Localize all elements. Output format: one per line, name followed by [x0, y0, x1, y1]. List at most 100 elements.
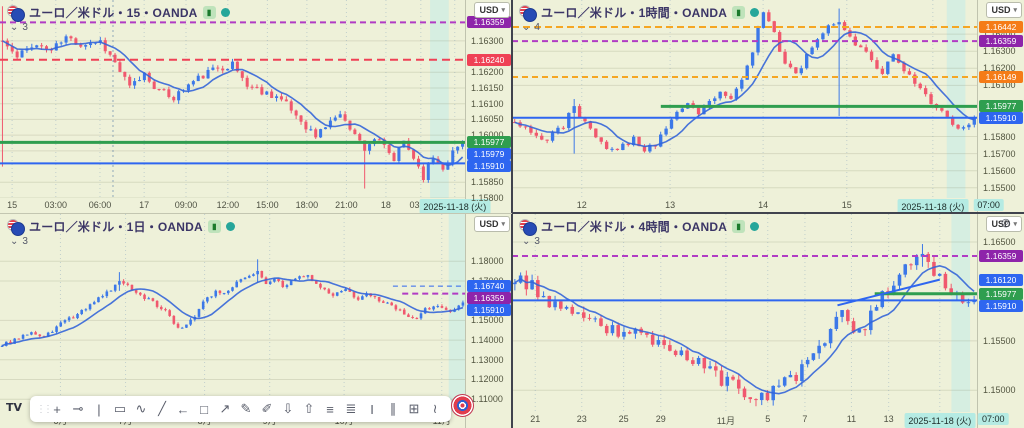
indicator-toggle[interactable]: ⌄ 4: [522, 22, 540, 33]
eurusd-pair-icon: [7, 5, 25, 22]
arrow-left-icon[interactable]: ←: [176, 401, 190, 417]
currency-toggle-button[interactable]: USD ▾: [986, 216, 1022, 232]
time-label: 09:00: [174, 200, 198, 210]
current-date-badge: 07:00: [973, 199, 1004, 211]
price-badge: 1.15910: [467, 304, 511, 317]
price-axis[interactable]: USD ▾ 1.16300 1.16200 1.16150 1.16100 1.1605…: [465, 0, 512, 214]
arrow-up-icon[interactable]: ⇧: [303, 401, 315, 416]
price-badge: 1.16120: [979, 273, 1023, 286]
currency-toggle-button[interactable]: USD ▾: [474, 216, 510, 232]
price-tick-label: 1.16000: [471, 130, 504, 141]
chart-legend[interactable]: ユーロ／米ドル・1時間・OANDA ▮: [519, 4, 760, 22]
chart-title[interactable]: ユーロ／米ドル・4時間・OANDA: [541, 220, 728, 234]
drawing-toolbar[interactable]: ⋮⋮ + ⊸ | ▭ ∿ ╱ ← □ ↗ ✎ ✐ ⇩ ⇧ ≡ ≣ I ∥ ⊞ ≀: [30, 396, 451, 422]
pencil-icon[interactable]: ✎: [240, 401, 252, 416]
candlestick-canvas[interactable]: [512, 0, 977, 198]
indicator-toggle[interactable]: ⌄ 3: [10, 236, 28, 247]
arrow-down-icon[interactable]: ⇩: [282, 401, 294, 416]
chart-plot-area[interactable]: [512, 0, 977, 198]
fib-grid-icon[interactable]: ⊞: [408, 401, 420, 416]
price-badge: 1.15910: [979, 112, 1023, 125]
chart-pane-eurusd-15m: ユーロ／米ドル・15・OANDA ▮ ⌄ 3 USD ▾ 1.16300 1.16…: [0, 0, 512, 214]
price-axis[interactable]: USD ▾ 1.16400 1.16300 1.16200 1.16100 1.1580…: [977, 0, 1024, 214]
status-dot-icon[interactable]: [220, 8, 230, 17]
currency-toggle-button[interactable]: USD ▾: [474, 2, 510, 18]
text-tool-icon[interactable]: I: [370, 401, 374, 417]
dot-line-icon[interactable]: ⊸: [72, 401, 84, 416]
trendline-icon[interactable]: ╱: [158, 401, 166, 416]
indicator-count: 3: [22, 22, 28, 33]
time-label: 21:00: [335, 200, 358, 210]
currency-toggle-button[interactable]: USD ▾: [986, 2, 1022, 18]
green-status-icon[interactable]: ▮: [207, 220, 221, 233]
time-label: 15: [7, 200, 18, 210]
vertical-line-icon[interactable]: |: [97, 401, 101, 417]
time-axis[interactable]: 15 03:00 06:00 17 09:00 12:00 15:00 18:00 21:00 1…: [0, 198, 491, 214]
price-tick-label: 1.15800: [471, 193, 504, 203]
currency-label: USD: [991, 5, 1011, 15]
price-badge: 1.16359: [979, 35, 1023, 48]
time-label: 13: [665, 200, 676, 210]
indicator-count: 3: [22, 236, 28, 247]
rectangle-icon[interactable]: □: [200, 401, 208, 417]
caret-down-icon: ▾: [501, 7, 505, 14]
price-badge: 1.15977: [979, 287, 1023, 300]
eurusd-pair-icon: [519, 219, 537, 236]
colorful-cursor-icon[interactable]: [451, 394, 474, 417]
price-tick-label: 1.15000: [471, 315, 504, 326]
chart-title[interactable]: ユーロ／米ドル・1時間・OANDA: [541, 6, 728, 20]
price-tick-label: 1.16300: [983, 46, 1016, 57]
indicator-toggle[interactable]: ⌄ 3: [522, 236, 540, 247]
time-label: 18:00: [295, 200, 319, 210]
polyline-icon[interactable]: ∿: [135, 401, 147, 416]
chart-pane-eurusd-1d: ユーロ／米ドル・1日・OANDA ▮ ⌄ 3 USD ▾ 1.180001.17…: [0, 214, 512, 428]
price-tick-label: 1.16400: [983, 29, 1016, 40]
green-status-icon[interactable]: ▮: [202, 6, 216, 19]
pane-divider-horizontal-left[interactable]: [0, 213, 512, 214]
crosshair-icon[interactable]: +: [53, 401, 61, 417]
status-dot-icon[interactable]: [750, 222, 760, 231]
toolbar-drag-handle[interactable]: ⋮⋮: [36, 403, 53, 415]
time-label: 03:00: [44, 200, 68, 210]
time-label: 11月: [716, 416, 736, 426]
channel-icon[interactable]: ∥: [389, 401, 397, 416]
candlestick-canvas[interactable]: [512, 214, 977, 412]
pane-divider-vertical[interactable]: [511, 0, 513, 428]
chart-plot-area[interactable]: [0, 0, 465, 198]
price-axis[interactable]: USD ▾ 1.16500 1.15500 1.15000 1.16359 1.1612…: [977, 214, 1024, 428]
price-tick-label: 1.15500: [983, 335, 1016, 346]
status-dot-icon[interactable]: [750, 8, 760, 17]
candlestick-canvas[interactable]: [0, 0, 465, 198]
chart-legend[interactable]: ユーロ／米ドル・4時間・OANDA ▮: [519, 218, 760, 236]
candlestick-canvas[interactable]: [0, 214, 465, 412]
chart-plot-area[interactable]: [0, 214, 465, 412]
time-axis[interactable]: 12 13 14 15 2025-11-18 (火) 07:00: [512, 198, 1004, 214]
chart-plot-area[interactable]: [512, 214, 977, 412]
price-axis[interactable]: USD ▾ 1.180001.170001.150001.140001.1300…: [465, 214, 512, 428]
brush-icon[interactable]: ≀: [432, 401, 438, 416]
price-tick-label: 1.15800: [983, 131, 1016, 142]
indicator-toggle[interactable]: ⌄ 3: [10, 22, 28, 33]
pane-divider-horizontal-right[interactable]: [512, 212, 1024, 214]
chart-title[interactable]: ユーロ／米ドル・15・OANDA: [29, 6, 198, 20]
chart-title[interactable]: ユーロ／米ドル・1日・OANDA: [29, 220, 203, 234]
time-axis[interactable]: 21 23 25 29 11月 5 7 11 13 2025-11-18 (火) 07:00: [512, 412, 1009, 428]
axis-settings-gear-icon[interactable]: ◎: [1001, 217, 1011, 229]
price-tick-label: 1.16200: [471, 67, 504, 78]
parallel-channel-icon[interactable]: ≡: [326, 401, 334, 417]
chart-legend[interactable]: ユーロ／米ドル・15・OANDA ▮: [7, 4, 230, 22]
callout-icon[interactable]: ▭: [113, 401, 127, 416]
time-label: 11: [846, 414, 857, 424]
price-badge: 1.15910: [467, 160, 511, 173]
chart-legend[interactable]: ユーロ／米ドル・1日・OANDA ▮: [7, 218, 235, 236]
disjoint-channel-icon[interactable]: ≣: [345, 401, 357, 416]
arrow-marker-icon[interactable]: ↗: [219, 401, 231, 416]
green-status-icon[interactable]: ▮: [732, 220, 746, 233]
time-label: 06:00: [88, 200, 112, 210]
green-status-icon[interactable]: ▮: [732, 6, 746, 19]
tradingview-logo[interactable]: TV: [6, 401, 23, 414]
status-dot-icon[interactable]: [225, 222, 235, 231]
marker-pen-icon[interactable]: ✐: [261, 401, 273, 416]
indicator-count: 3: [534, 236, 540, 247]
price-badge: 1.16359: [467, 16, 511, 29]
